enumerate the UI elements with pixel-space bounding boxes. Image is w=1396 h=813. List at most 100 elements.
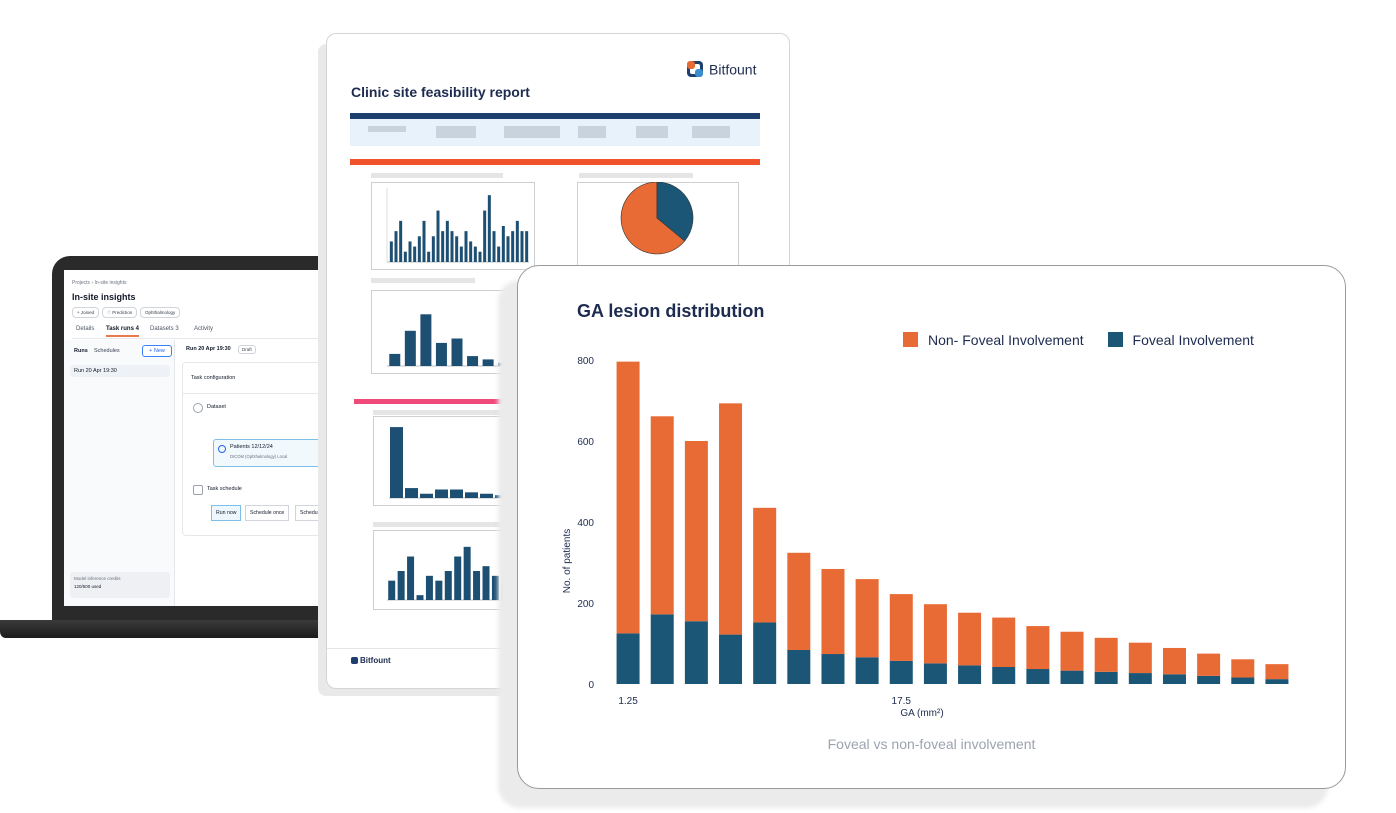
pie-slice — [620, 182, 686, 255]
mini-bar — [413, 246, 417, 262]
bar-non-foveal — [821, 568, 845, 655]
bar-foveal — [992, 666, 1016, 684]
ga-lesion-chart-card: GA lesion distribution Non- Foveal Invol… — [517, 265, 1346, 789]
y-tick-label: 400 — [577, 518, 594, 529]
bar-foveal — [889, 660, 913, 684]
bar-foveal — [684, 621, 708, 684]
bar-non-foveal — [1128, 642, 1152, 674]
mini-bar — [482, 359, 494, 366]
bar-non-foveal — [650, 416, 674, 615]
bar-non-foveal — [787, 552, 811, 650]
schedule-once-button[interactable]: Schedule once — [245, 505, 290, 521]
dataset-source: DICOM (Ophthalmology) Local — [230, 454, 288, 459]
mini-bar — [467, 356, 479, 366]
bar-foveal — [958, 665, 982, 684]
bar-foveal — [753, 622, 777, 684]
tab-datasets[interactable]: Datasets 3 — [150, 326, 179, 332]
footer-logo: Bitfount — [351, 656, 391, 665]
mini-bar — [478, 251, 482, 262]
bar-foveal — [719, 634, 743, 684]
mini-bar — [389, 241, 393, 262]
mini-bar — [515, 220, 519, 262]
bar-foveal — [1197, 675, 1221, 684]
mini-bar — [435, 342, 447, 366]
bar-non-foveal — [1231, 659, 1255, 678]
mini-bar — [427, 251, 431, 262]
mini-bar — [445, 220, 449, 262]
mini-bar — [388, 580, 396, 600]
joined-chip[interactable]: + Joined — [72, 307, 100, 318]
y-axis-label: No. of patients — [562, 529, 573, 593]
mini-bar — [436, 210, 440, 262]
new-run-button[interactable]: + New — [142, 345, 172, 357]
bar-foveal — [1231, 677, 1255, 684]
mini-bar — [483, 210, 487, 262]
bar-foveal — [821, 654, 845, 684]
bar-foveal — [616, 633, 640, 684]
legend-swatch-foveal — [1107, 332, 1123, 347]
mini-bar — [497, 246, 501, 262]
chart-legend: Non- Foveal Involvement Foveal Involveme… — [903, 332, 1254, 348]
mini-bar — [417, 236, 421, 262]
mini-bar — [435, 489, 448, 498]
bar-non-foveal — [1197, 653, 1221, 676]
radio-selected-icon[interactable] — [218, 445, 226, 453]
credits-title: Model inference credits — [74, 576, 121, 581]
dataset-option[interactable]: Patients 12/12/24 DICOM (Ophthalmology) … — [213, 439, 335, 467]
bar-non-foveal — [958, 612, 982, 666]
mini-bar — [404, 330, 416, 366]
chart-title: GA lesion distribution — [577, 301, 765, 321]
header-band-body — [350, 119, 760, 146]
tab-activity[interactable]: Activity — [194, 326, 214, 332]
prediction-chip: ♡ Prediction — [102, 307, 138, 318]
mini-bar — [408, 241, 412, 262]
mini-bar — [506, 236, 510, 262]
run-now-button[interactable]: Run now — [211, 505, 242, 521]
mini-bar — [455, 236, 459, 262]
bar-non-foveal — [1265, 664, 1289, 680]
tab-details[interactable]: Details — [76, 326, 95, 332]
tab-task-runs[interactable]: Task runs 4 — [106, 326, 139, 337]
mini-bar — [451, 338, 463, 366]
credits-card: Model inference credits 120/500 used — [70, 572, 170, 598]
pie-slice — [656, 182, 694, 242]
bitfount-logo: Bitfount — [687, 60, 767, 85]
stacked-bar-chart: No. of patients GA (mm²) 0 200 400 800 600 1.… — [562, 356, 1289, 719]
mini-bar — [422, 220, 426, 262]
mini-bar — [389, 353, 401, 366]
bar-foveal — [787, 649, 811, 684]
x-axis-label: GA (mm²) — [900, 708, 943, 719]
bar-foveal — [1060, 670, 1084, 684]
mini-bar — [435, 580, 443, 600]
x-tick-label: 17.5 — [892, 696, 912, 707]
mini-bar — [444, 571, 452, 600]
mini-bar — [463, 546, 471, 600]
bitfount-mark-icon — [351, 657, 358, 664]
mini-bar — [425, 575, 433, 600]
mini-bar — [450, 489, 463, 498]
draft-badge: Draft — [238, 345, 256, 354]
mini-bar — [416, 595, 424, 600]
breadcrumb[interactable]: Projects › In-site insights — [72, 280, 127, 286]
run-list-item[interactable]: Run 20 Apr 19:30 — [70, 365, 170, 377]
report-title: Clinic site feasibility report — [351, 84, 530, 100]
runs-tab[interactable]: Runs — [74, 348, 88, 354]
bar-foveal — [1265, 679, 1289, 684]
bar-non-foveal — [1162, 647, 1186, 675]
task-config-heading: Task configuration — [191, 375, 236, 381]
mini-pie-chart — [577, 182, 739, 270]
mini-bar — [480, 493, 493, 498]
schedules-tab[interactable]: Schedules — [94, 348, 120, 354]
mini-bar — [420, 314, 432, 366]
runs-sidebar: Runs Schedules + New Run 20 Apr 19:30 Mo… — [64, 340, 175, 606]
bar-foveal — [1128, 673, 1152, 684]
mini-bar — [394, 231, 398, 262]
mini-bar — [464, 231, 468, 262]
y-tick-label: 0 — [588, 680, 594, 691]
calendar-icon — [193, 485, 203, 495]
mini-bar — [405, 488, 418, 498]
task-schedule-label: Task schedule — [207, 486, 242, 492]
mini-bar — [397, 571, 405, 600]
y-tick-label: 600 — [577, 437, 594, 448]
credits-value: 120/500 used — [74, 584, 102, 589]
